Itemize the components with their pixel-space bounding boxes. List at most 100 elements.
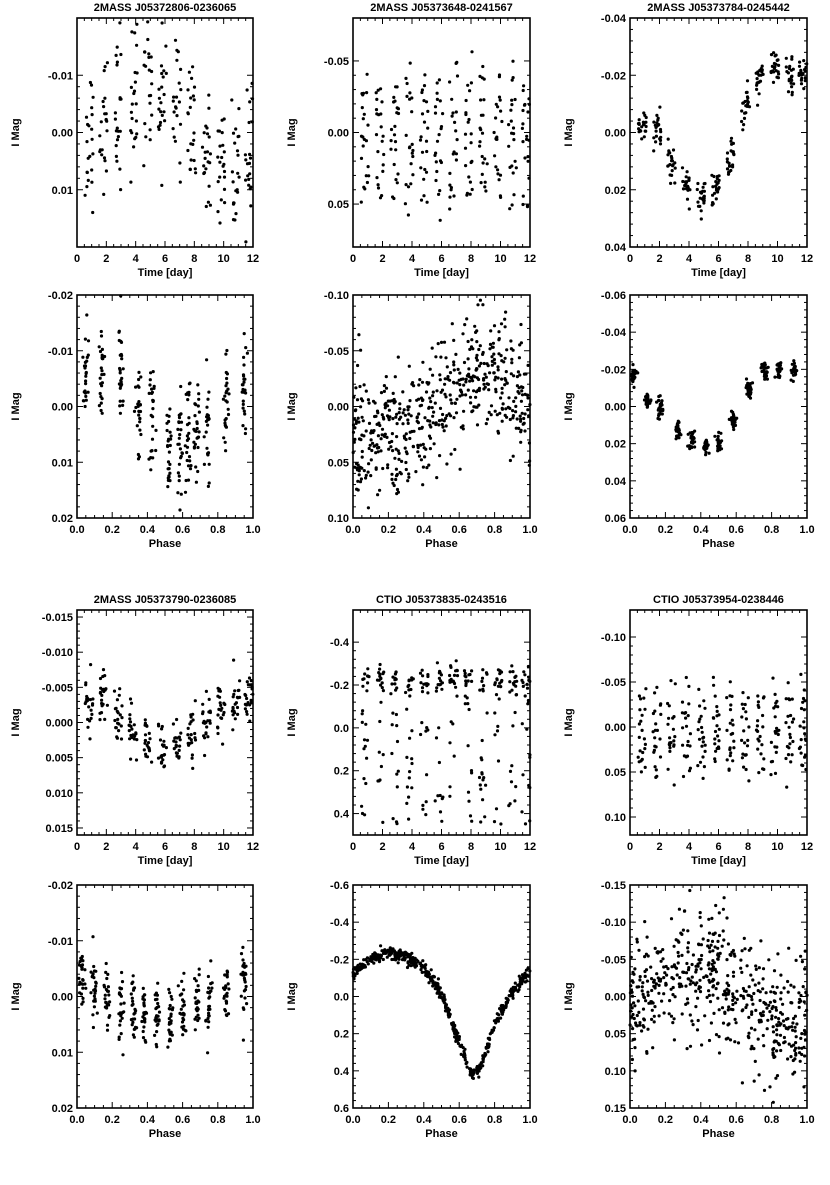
y-tick-label: -0.01 [48, 346, 73, 358]
data-point [485, 417, 490, 421]
y-axis-label: I Mag [286, 708, 298, 736]
data-point [382, 384, 386, 388]
data-point [473, 324, 477, 328]
data-point [452, 368, 456, 372]
data-point [696, 728, 700, 732]
data-point [222, 162, 226, 166]
data-point [740, 738, 744, 743]
y-tick-label: 0.01 [52, 1047, 73, 1059]
data-point [178, 508, 182, 512]
data-point [660, 399, 664, 403]
data-point [483, 815, 487, 819]
data-point [361, 684, 365, 688]
data-point [788, 64, 792, 68]
data-point [205, 358, 209, 362]
data-point [527, 441, 532, 445]
data-point [113, 707, 117, 711]
data-point [119, 340, 124, 344]
data-point [137, 370, 141, 374]
data-point [146, 20, 150, 24]
data-point [365, 180, 369, 185]
data-point [174, 106, 178, 110]
data-point [177, 81, 181, 85]
data-point [362, 469, 366, 473]
data-point [730, 420, 734, 425]
data-point [715, 705, 719, 709]
data-point [407, 678, 411, 682]
data-point [448, 378, 452, 382]
x-axis-label: Phase [702, 1128, 734, 1140]
data-point [639, 697, 643, 701]
data-point [695, 1028, 700, 1032]
data-point [237, 175, 241, 179]
data-point [474, 368, 478, 372]
y-tick-label: 0.00 [328, 402, 349, 414]
data-point [675, 422, 680, 426]
data-point [189, 464, 193, 468]
data-point [99, 334, 104, 338]
data-point [386, 399, 390, 403]
data-point [161, 75, 165, 79]
data-point [761, 725, 765, 729]
data-point [701, 776, 705, 781]
data-point [83, 364, 87, 368]
data-point [501, 402, 505, 406]
data-point [385, 414, 390, 418]
data-point [379, 449, 383, 453]
data-point [464, 683, 468, 688]
data-point [128, 717, 132, 721]
data-point [803, 732, 807, 736]
data-point [181, 1033, 185, 1037]
data-point [360, 415, 364, 419]
data-point [138, 428, 142, 432]
data-point [784, 756, 788, 761]
data-point [375, 97, 379, 101]
data-point [482, 776, 486, 780]
data-point [520, 810, 524, 814]
data-point [456, 367, 460, 371]
data-point [461, 1053, 466, 1058]
data-point [376, 186, 381, 190]
data-point [437, 995, 441, 999]
data-point [704, 450, 708, 454]
data-point [129, 757, 133, 761]
data-point [431, 394, 435, 398]
data-point [438, 454, 442, 458]
data-point [798, 724, 802, 728]
data-point [466, 790, 471, 794]
data-point [366, 123, 370, 127]
data-point [482, 387, 486, 391]
data-point [451, 111, 455, 115]
data-point [653, 123, 657, 127]
data-point [150, 387, 154, 391]
data-point [477, 364, 481, 368]
data-point [105, 1006, 109, 1010]
data-point [113, 111, 117, 115]
data-point [389, 692, 393, 696]
chart-panel-11: 0.0 0.2 0.4 0.6 0.8 1.0-0.6-0.4-0.20.00.20.40… [286, 880, 538, 1140]
data-point [391, 481, 395, 485]
data-point [713, 434, 717, 438]
data-point [92, 1005, 96, 1009]
data-point [449, 186, 453, 190]
data-point [732, 415, 736, 419]
data-point [100, 411, 104, 415]
data-point [505, 381, 509, 385]
data-point [500, 1012, 504, 1016]
data-point [355, 969, 359, 973]
data-point [786, 753, 791, 757]
data-point [468, 814, 473, 818]
data-point [509, 108, 513, 112]
data-point [188, 105, 192, 109]
data-point [687, 176, 691, 180]
data-point [520, 678, 524, 683]
data-point [438, 810, 443, 814]
data-point [154, 1019, 158, 1023]
data-point [223, 440, 227, 444]
data-point [672, 715, 676, 719]
data-point [362, 112, 366, 116]
data-point [366, 165, 370, 169]
data-point [97, 345, 101, 349]
data-point [412, 384, 416, 388]
data-point [500, 419, 504, 423]
